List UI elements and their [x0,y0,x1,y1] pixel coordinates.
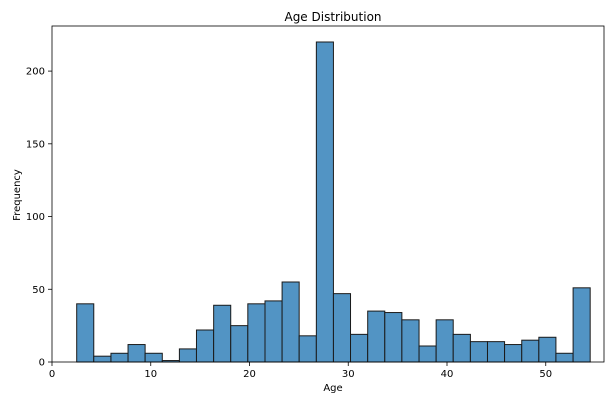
histogram-bar [230,325,249,363]
plot-frame [51,25,605,363]
histogram-bar [486,341,506,363]
histogram-bar [418,345,437,363]
histogram-bar [469,341,488,363]
histogram-bar [332,293,352,363]
histogram-bar [144,352,163,363]
histogram-bar [367,310,386,363]
histogram-bar [178,348,197,363]
chart-title: Age Distribution [284,10,381,24]
histogram-bar [350,333,369,363]
y-tick-label: 50 [32,285,45,296]
histogram-bars [76,41,591,363]
histogram-bar [401,319,420,363]
x-tick-label: 30 [342,369,355,380]
histogram-bar [213,304,232,363]
x-axis-ticks: 0 10 20 30 40 50 [49,362,552,380]
y-tick-label: 200 [26,67,45,78]
histogram-bar [127,344,146,363]
y-tick-label: 0 [39,358,45,369]
histogram-bar [555,352,574,363]
histogram-bar [76,303,95,363]
histogram-bar [298,335,317,363]
histogram-bar [281,281,300,363]
histogram-bar [264,300,283,363]
y-axis-ticks: 0 50 100 150 200 [26,67,52,369]
histogram-bar [572,287,591,363]
x-axis-label: Age [323,383,342,394]
histogram-bar [315,41,334,363]
x-tick-label: 50 [539,369,552,380]
histogram-bar [110,352,129,363]
histogram-bar [247,303,266,363]
histogram-bar [93,355,112,363]
histogram-bar [435,319,454,363]
histogram-bar [538,336,557,363]
x-tick-label: 0 [49,369,55,380]
y-axis-label: Frequency [12,169,23,221]
histogram-bar [195,329,215,363]
histogram-bar [452,333,471,363]
x-tick-label: 40 [441,369,454,380]
y-tick-label: 100 [26,212,45,223]
histogram-bar [504,344,523,363]
y-tick-label: 150 [26,139,45,150]
histogram-bar [384,312,403,363]
histogram-bar [521,339,540,363]
x-tick-label: 20 [243,369,256,380]
x-tick-label: 10 [144,369,157,380]
